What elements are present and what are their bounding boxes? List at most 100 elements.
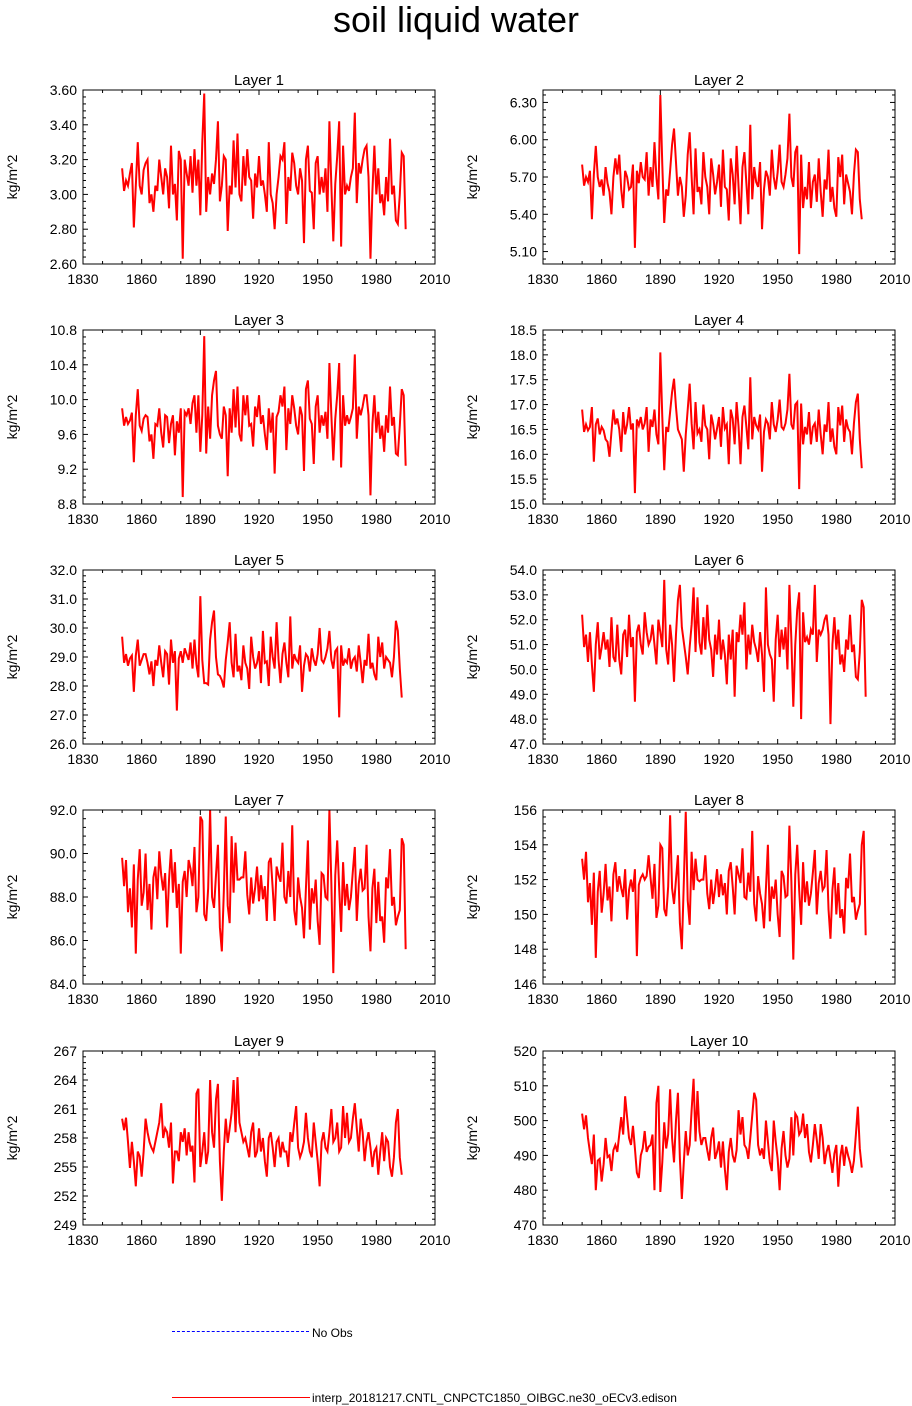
panel-2-ytick-label: 5.10 xyxy=(510,244,537,260)
panel-5-ytick-label: 28.0 xyxy=(50,678,77,694)
panel-7-xtick-label: 1980 xyxy=(361,991,392,1007)
panel-7-xtick-label: 1890 xyxy=(185,991,216,1007)
panel-7-xtick-label: 1920 xyxy=(243,991,274,1007)
panel-3-ytick-label: 9.2 xyxy=(58,461,78,477)
panel-7-ytick-label: 84.0 xyxy=(50,976,77,992)
panel-8-ytick-label: 150 xyxy=(514,906,538,922)
panel-3-xtick-label: 2010 xyxy=(419,511,450,527)
panel-2-frame xyxy=(542,89,896,265)
panel-1-frame xyxy=(82,89,436,265)
panel-6-xtick-label: 1980 xyxy=(821,751,852,767)
panel-9-series-line xyxy=(121,1077,403,1201)
panel-9-ytick-label: 258 xyxy=(54,1130,78,1146)
panel-2-xtick-label: 1920 xyxy=(703,271,734,287)
panel-7-frame xyxy=(82,809,436,985)
panel-1-ytick-label: 3.00 xyxy=(50,186,77,202)
panel-9-xtick-label: 1860 xyxy=(126,1232,157,1248)
panel-9-ytick-label: 264 xyxy=(54,1072,78,1088)
panel-3-xtick-label: 1830 xyxy=(67,511,98,527)
panel-1-xtick-label: 1890 xyxy=(185,271,216,287)
panel-7-ytick-label: 86.0 xyxy=(50,933,77,949)
panel-9-xtick-label: 2010 xyxy=(419,1232,450,1248)
panel-3-xtick-label: 1980 xyxy=(361,511,392,527)
panel-2-ytick-label: 5.40 xyxy=(510,206,537,222)
panel-3-frame xyxy=(82,329,436,505)
panel-7-xtick-label: 2010 xyxy=(419,991,450,1007)
panel-9-frame xyxy=(82,1050,436,1226)
panel-8-title: Layer 8 xyxy=(694,792,744,809)
panel-1-ytick-label: 3.20 xyxy=(50,152,77,168)
panel-3-series-line xyxy=(121,336,407,498)
panel-10-xtick-label: 1830 xyxy=(527,1232,558,1248)
panel-5-ylabel: kg/m^2 xyxy=(4,634,20,679)
panel-6-ytick-label: 48.0 xyxy=(510,711,537,727)
panel-5-xtick-label: 1830 xyxy=(67,751,98,767)
panel-4-xtick-label: 2010 xyxy=(879,511,910,527)
panel-6-ytick-label: 53.0 xyxy=(510,587,537,603)
panel-4-xtick-label: 1830 xyxy=(527,511,558,527)
panel-9-xtick-label: 1830 xyxy=(67,1232,98,1248)
panel-10-ytick-label: 500 xyxy=(514,1113,538,1129)
panel-5-ytick-label: 29.0 xyxy=(50,649,77,665)
panel-3-ytick-label: 10.0 xyxy=(50,392,77,408)
panel-4-frame xyxy=(542,329,896,505)
panel-6-xtick-label: 1950 xyxy=(762,751,793,767)
panel-1-ytick-label: 2.80 xyxy=(50,221,77,237)
panel-8-ytick-label: 148 xyxy=(514,941,538,957)
panel-3-xtick-label: 1920 xyxy=(243,511,274,527)
panel-10-xtick-label: 2010 xyxy=(879,1232,910,1248)
panel-8-series-line xyxy=(581,811,867,960)
panel-4-ytick-label: 16.5 xyxy=(510,421,537,437)
panel-4-ytick-label: 15.5 xyxy=(510,471,537,487)
figure-title: soil liquid water xyxy=(332,0,580,40)
panel-5-title: Layer 5 xyxy=(234,552,284,569)
panel-3-xtick-label: 1890 xyxy=(185,511,216,527)
panel-2-xtick-label: 2010 xyxy=(879,271,910,287)
panel-5-frame xyxy=(82,569,436,745)
panel-6-ytick-label: 52.0 xyxy=(510,612,537,628)
panel-9-xtick-label: 1980 xyxy=(361,1232,392,1248)
panel-5-ytick-label: 32.0 xyxy=(50,562,77,578)
legend-no-obs-line xyxy=(172,1331,309,1332)
panel-10-series-line xyxy=(581,1078,863,1199)
panel-3-title: Layer 3 xyxy=(234,312,284,329)
panel-4-xtick-label: 1860 xyxy=(586,511,617,527)
panel-3-ytick-label: 10.4 xyxy=(50,357,77,373)
panel-4-ytick-label: 16.0 xyxy=(510,446,537,462)
panel-10-ytick-label: 490 xyxy=(514,1147,538,1163)
panel-7-ytick-label: 88.0 xyxy=(50,889,77,905)
panel-2-xtick-label: 1860 xyxy=(586,271,617,287)
panel-10-ylabel: kg/m^2 xyxy=(464,1115,480,1160)
panel-6-xtick-label: 2010 xyxy=(879,751,910,767)
panel-1-title: Layer 1 xyxy=(234,72,284,89)
panel-7-xtick-label: 1860 xyxy=(126,991,157,1007)
panel-5-xtick-label: 1950 xyxy=(302,751,333,767)
panel-2-xtick-label: 1830 xyxy=(527,271,558,287)
panel-9-ytick-label: 267 xyxy=(54,1043,78,1059)
panel-9-ytick-label: 249 xyxy=(54,1217,78,1233)
panel-3-ytick-label: 10.8 xyxy=(50,322,77,338)
legend-model-line xyxy=(172,1397,310,1398)
panel-4-xtick-label: 1890 xyxy=(645,511,676,527)
panel-8-ytick-label: 156 xyxy=(514,802,538,818)
panel-6-ytick-label: 47.0 xyxy=(510,736,537,752)
panel-8-xtick-label: 1950 xyxy=(762,991,793,1007)
panel-2-xtick-label: 1950 xyxy=(762,271,793,287)
panel-8-ytick-label: 154 xyxy=(514,837,538,853)
panel-1-xtick-label: 2010 xyxy=(419,271,450,287)
panel-9-xtick-label: 1950 xyxy=(302,1232,333,1248)
panel-4-ytick-label: 17.5 xyxy=(510,372,537,388)
panel-3-xtick-label: 1950 xyxy=(302,511,333,527)
panel-5-xtick-label: 2010 xyxy=(419,751,450,767)
panel-3-ylabel: kg/m^2 xyxy=(4,394,20,439)
panel-1-xtick-label: 1920 xyxy=(243,271,274,287)
panel-8-xtick-label: 1890 xyxy=(645,991,676,1007)
panel-6-ytick-label: 54.0 xyxy=(510,562,537,578)
panel-1-ytick-label: 3.40 xyxy=(50,117,77,133)
panel-8-xtick-label: 1860 xyxy=(586,991,617,1007)
panel-1-xtick-label: 1830 xyxy=(67,271,98,287)
panel-6-xtick-label: 1860 xyxy=(586,751,617,767)
panel-9-ytick-label: 252 xyxy=(54,1188,78,1204)
panel-4-xtick-label: 1980 xyxy=(821,511,852,527)
